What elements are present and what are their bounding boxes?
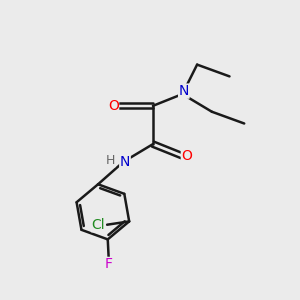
Text: F: F <box>105 257 113 272</box>
Text: O: O <box>182 149 192 163</box>
Text: H: H <box>106 154 115 167</box>
Text: Cl: Cl <box>92 218 105 232</box>
Text: O: O <box>108 99 118 113</box>
Text: N: N <box>179 84 189 98</box>
Text: N: N <box>120 155 130 169</box>
